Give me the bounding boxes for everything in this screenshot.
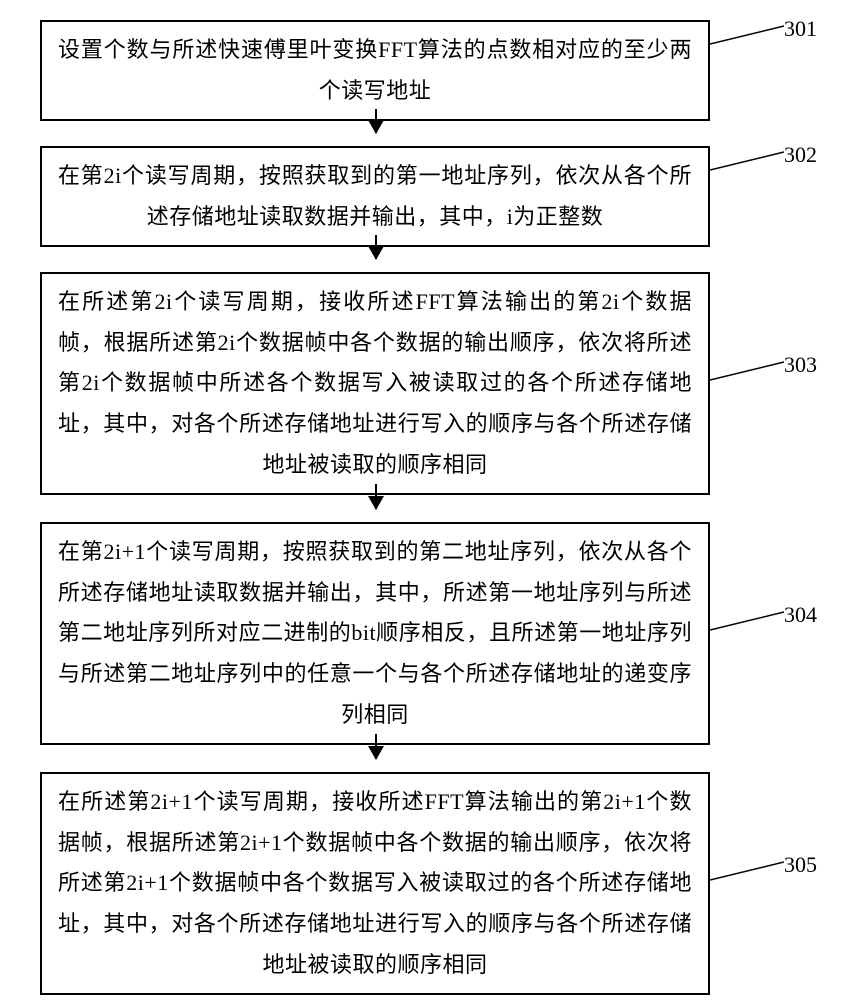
- ref-number: 303: [784, 352, 817, 377]
- flow-arrow: [375, 235, 377, 259]
- ref-number: 302: [784, 142, 817, 167]
- flowchart-step-304: 在第2i+1个读写周期，按照获取到的第二地址序列，依次从各个所述存储地址读取数据…: [40, 522, 710, 745]
- ref-label-302: 302: [784, 142, 817, 168]
- ref-number: 305: [784, 852, 817, 877]
- ref-label-305: 305: [784, 852, 817, 878]
- step-text: 在所述第2i个读写周期，接收所述FFT算法输出的第2i个数据帧，根据所述第2i个…: [58, 289, 692, 477]
- ref-label-303: 303: [784, 352, 817, 378]
- ref-connector-301: [710, 22, 784, 46]
- flowchart-step-302: 在第2i个读写周期，按照获取到的第一地址序列，依次从各个所述存储地址读取数据并输…: [40, 146, 710, 247]
- ref-connector-304: [710, 608, 784, 632]
- ref-connector-302: [710, 148, 784, 172]
- flow-arrow: [375, 109, 377, 133]
- flowchart-container: 设置个数与所述快速傅里叶变换FFT算法的点数相对应的至少两个读写地址 301 在…: [0, 0, 860, 1000]
- step-text: 在所述第2i+1个读写周期，接收所述FFT算法输出的第2i+1个数据帧，根据所述…: [58, 789, 692, 977]
- ref-number: 301: [784, 16, 817, 41]
- flow-arrow: [375, 484, 377, 509]
- ref-label-304: 304: [784, 602, 817, 628]
- step-text: 在第2i+1个读写周期，按照获取到的第二地址序列，依次从各个所述存储地址读取数据…: [58, 539, 692, 727]
- ref-number: 304: [784, 602, 817, 627]
- step-text: 设置个数与所述快速傅里叶变换FFT算法的点数相对应的至少两个读写地址: [58, 37, 692, 103]
- ref-label-301: 301: [784, 16, 817, 42]
- ref-connector-305: [710, 858, 784, 882]
- ref-connector-303: [710, 358, 784, 382]
- flowchart-step-301: 设置个数与所述快速傅里叶变换FFT算法的点数相对应的至少两个读写地址: [40, 20, 710, 121]
- step-text: 在第2i个读写周期，按照获取到的第一地址序列，依次从各个所述存储地址读取数据并输…: [58, 163, 692, 229]
- flow-arrow: [375, 734, 377, 759]
- flowchart-step-303: 在所述第2i个读写周期，接收所述FFT算法输出的第2i个数据帧，根据所述第2i个…: [40, 272, 710, 495]
- flowchart-step-305: 在所述第2i+1个读写周期，接收所述FFT算法输出的第2i+1个数据帧，根据所述…: [40, 772, 710, 995]
